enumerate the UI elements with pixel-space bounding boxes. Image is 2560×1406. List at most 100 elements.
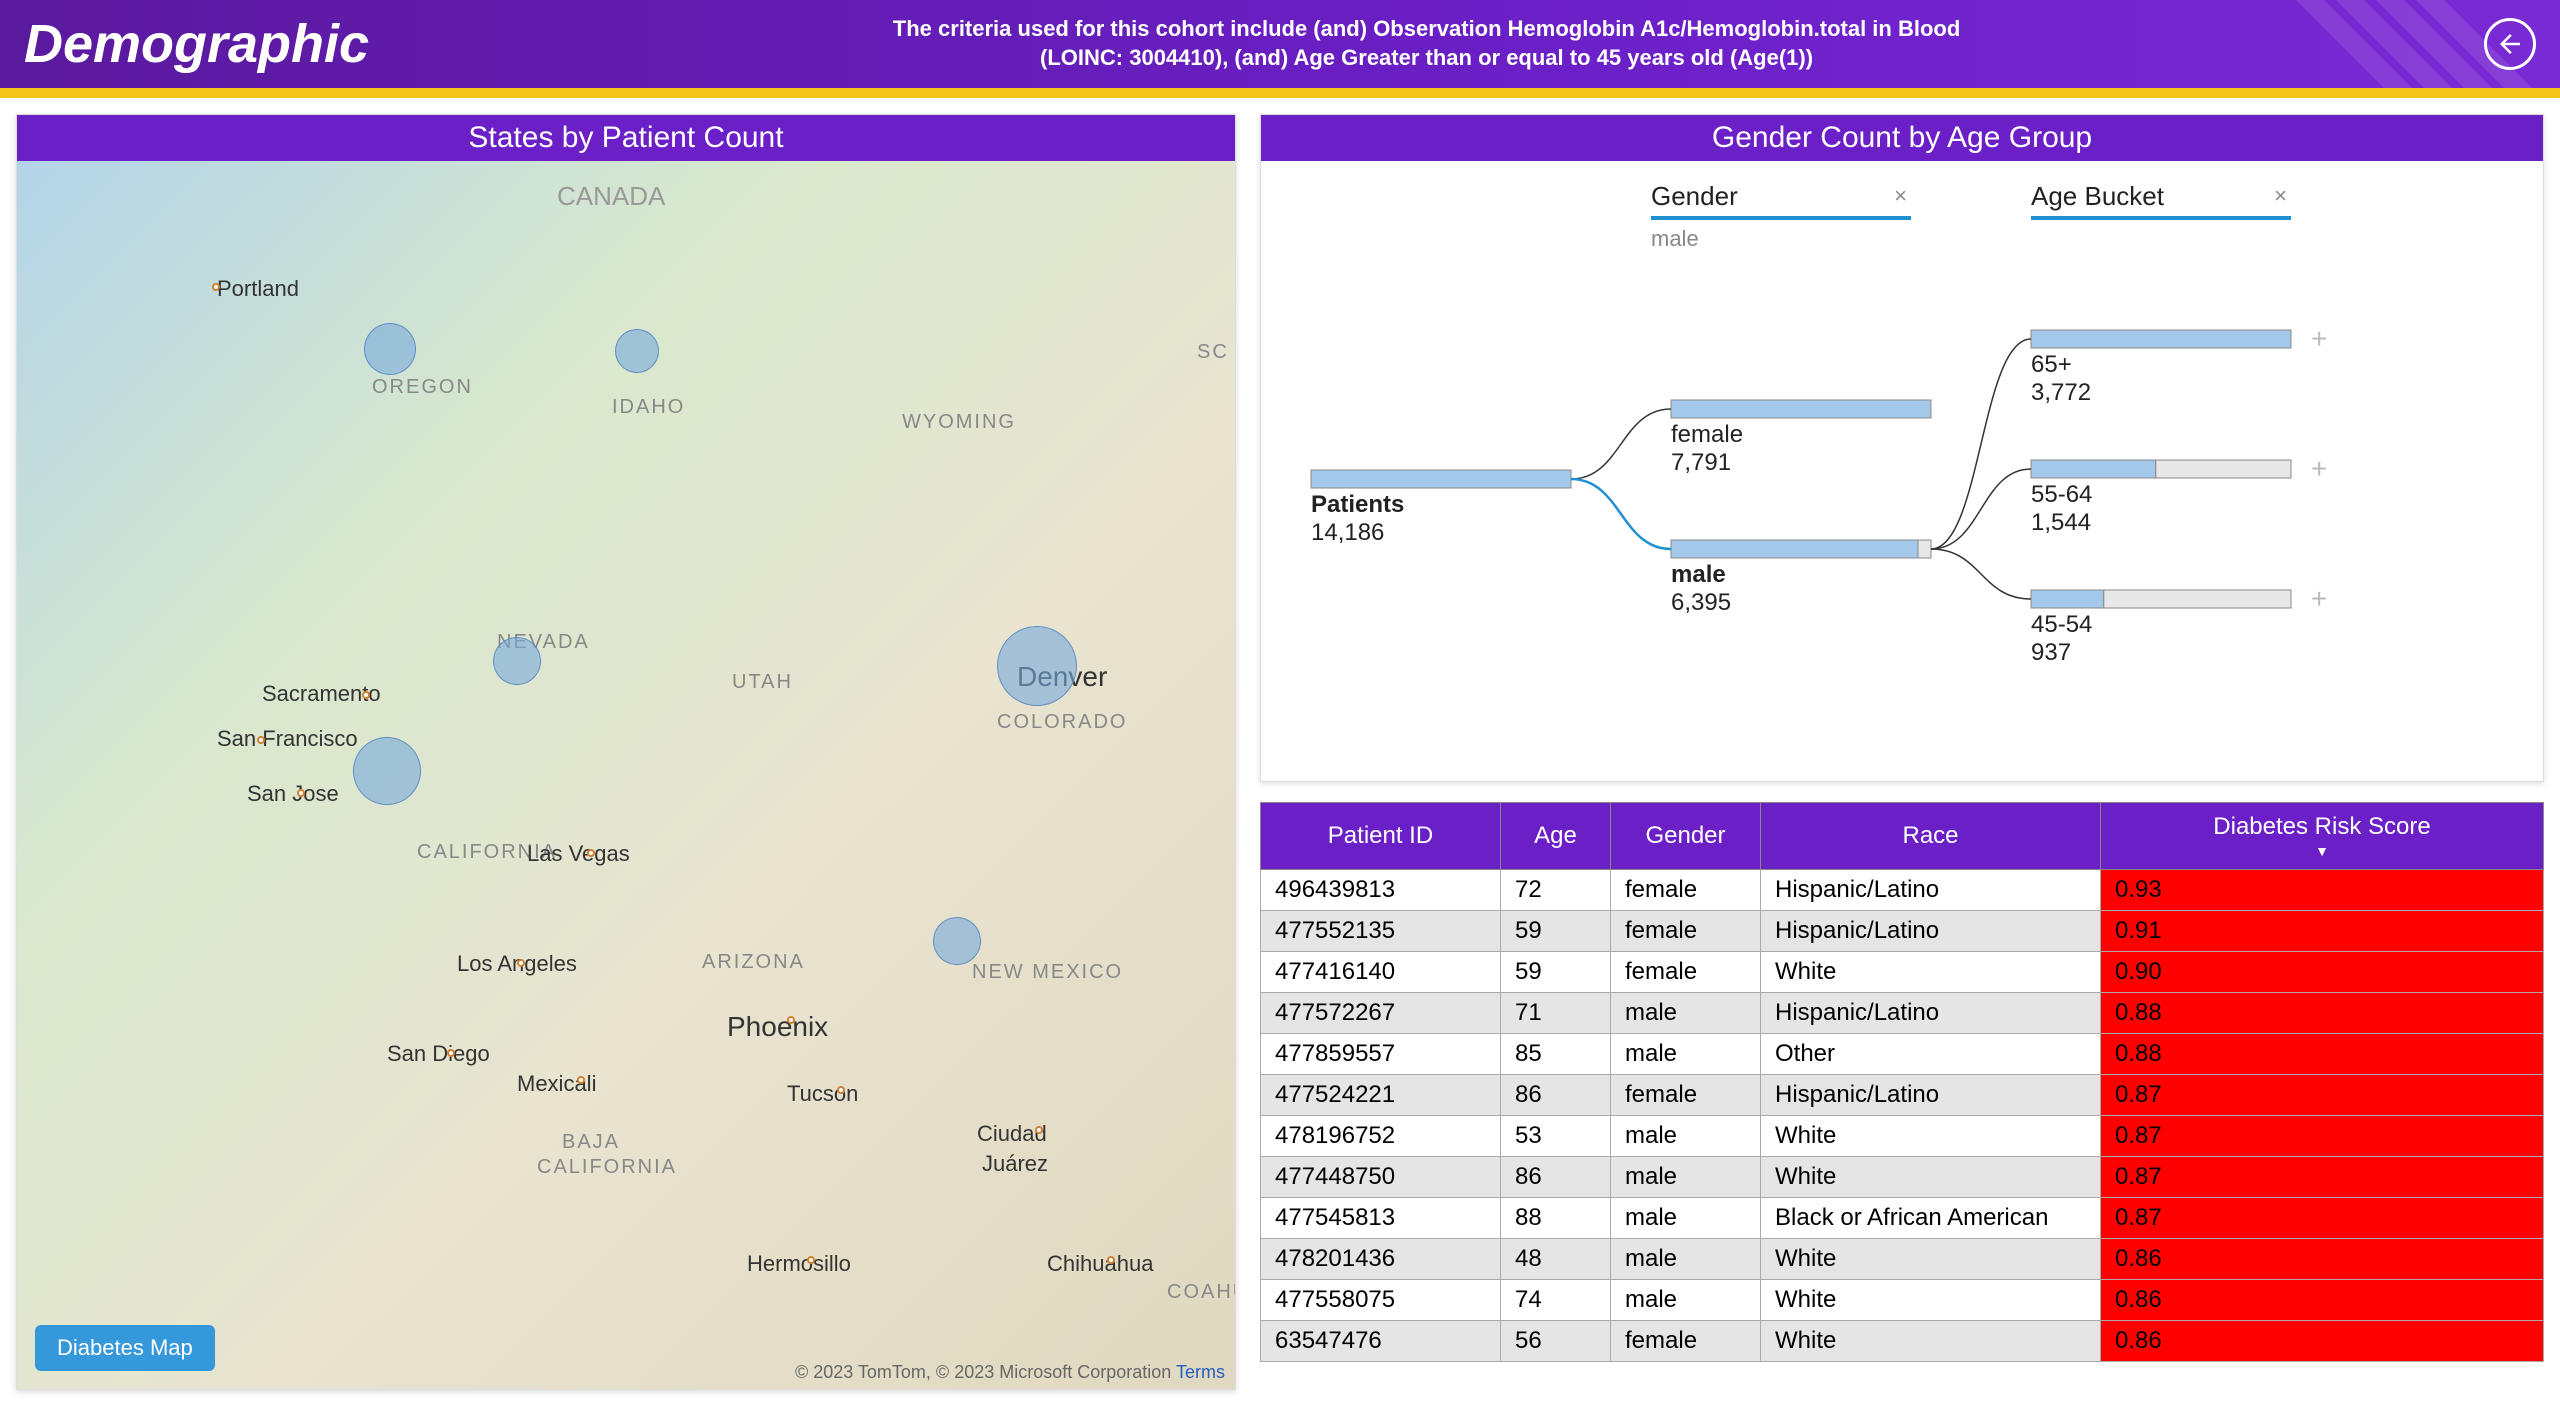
- city-dot: [807, 1256, 815, 1264]
- column-header[interactable]: Age: [1501, 803, 1611, 870]
- cell-gender: male: [1611, 1116, 1761, 1157]
- column-header[interactable]: Diabetes Risk Score: [2101, 803, 2544, 870]
- table-row[interactable]: 47755807574maleWhite0.86: [1261, 1280, 2544, 1321]
- back-button[interactable]: [2484, 18, 2536, 70]
- sankey-chart[interactable]: Patients14,186female7,791male6,39565+3,7…: [1291, 260, 2513, 720]
- attrib-text: © 2023 TomTom, © 2023 Microsoft Corporat…: [795, 1362, 1171, 1382]
- map-bubble[interactable]: [615, 329, 659, 373]
- table-row[interactable]: 47744875086maleWhite0.87: [1261, 1157, 2544, 1198]
- column-header[interactable]: Patient ID: [1261, 803, 1501, 870]
- table-row[interactable]: 47820143648maleWhite0.86: [1261, 1239, 2544, 1280]
- cell-id: 478196752: [1261, 1116, 1501, 1157]
- city-dot: [1107, 1256, 1115, 1264]
- breadcrumb-sub: male: [1651, 226, 1911, 252]
- table-row[interactable]: 47752422186femaleHispanic/Latino0.87: [1261, 1075, 2544, 1116]
- table-row[interactable]: 47754581388maleBlack or African American…: [1261, 1198, 2544, 1239]
- cell-gender: male: [1611, 1280, 1761, 1321]
- map-bubble[interactable]: [493, 637, 541, 685]
- close-icon[interactable]: ×: [1894, 183, 1907, 209]
- city-dot: [587, 849, 595, 857]
- cell-score: 0.87: [2101, 1198, 2544, 1239]
- cell-race: Hispanic/Latino: [1761, 1075, 2101, 1116]
- cell-age: 48: [1501, 1239, 1611, 1280]
- map-label: COLORADO: [997, 711, 1127, 734]
- city-dot: [787, 1016, 795, 1024]
- sankey-panel: Gender Count by Age Group Gender×maleAge…: [1260, 114, 2544, 782]
- table-row[interactable]: 47819675253maleWhite0.87: [1261, 1116, 2544, 1157]
- map-canvas[interactable]: Diabetes Map © 2023 TomTom, © 2023 Micro…: [17, 161, 1235, 1389]
- page-title: Demographic: [24, 13, 369, 75]
- cell-age: 88: [1501, 1198, 1611, 1239]
- map-bubble[interactable]: [933, 917, 981, 965]
- table-header-row: Patient IDAgeGenderRaceDiabetes Risk Sco…: [1261, 803, 2544, 870]
- cell-gender: female: [1611, 1075, 1761, 1116]
- city-dot: [212, 283, 220, 291]
- map-label: BAJA: [562, 1131, 620, 1154]
- left-column: States by Patient Count Diabetes Map © 2…: [16, 114, 1236, 1390]
- cell-age: 71: [1501, 993, 1611, 1034]
- cell-score: 0.90: [2101, 952, 2544, 993]
- city-dot: [362, 691, 370, 699]
- city-dot: [577, 1076, 585, 1084]
- expand-icon[interactable]: +: [2311, 323, 2327, 354]
- table-row[interactable]: 47755213559femaleHispanic/Latino0.91: [1261, 911, 2544, 952]
- map-label: WYOMING: [902, 411, 1016, 434]
- map-label: NEW MEXICO: [972, 961, 1123, 984]
- map-label: UTAH: [732, 671, 793, 694]
- map-label: San Jose: [247, 781, 339, 807]
- cell-gender: male: [1611, 1034, 1761, 1075]
- svg-text:65+: 65+: [2031, 351, 2072, 378]
- cell-race: White: [1761, 1321, 2101, 1362]
- map-title: States by Patient Count: [17, 115, 1235, 161]
- page-header: Demographic The criteria used for this c…: [0, 0, 2560, 88]
- cell-gender: male: [1611, 1157, 1761, 1198]
- gold-divider: [0, 88, 2560, 98]
- table-row[interactable]: 47785955785maleOther0.88: [1261, 1034, 2544, 1075]
- cell-age: 86: [1501, 1075, 1611, 1116]
- table-row[interactable]: 6354747656femaleWhite0.86: [1261, 1321, 2544, 1362]
- map-label: Las Vegas: [527, 841, 630, 867]
- city-dot: [257, 736, 265, 744]
- map-attribution: © 2023 TomTom, © 2023 Microsoft Corporat…: [795, 1362, 1225, 1383]
- table-row[interactable]: 47757226771maleHispanic/Latino0.88: [1261, 993, 2544, 1034]
- diabetes-map-button[interactable]: Diabetes Map: [35, 1325, 215, 1371]
- sankey-title: Gender Count by Age Group: [1261, 115, 2543, 161]
- table-row[interactable]: 47741614059femaleWhite0.90: [1261, 952, 2544, 993]
- table-row[interactable]: 49643981372femaleHispanic/Latino0.93: [1261, 870, 2544, 911]
- map-label: Phoenix: [727, 1011, 828, 1043]
- cell-age: 72: [1501, 870, 1611, 911]
- cell-score: 0.87: [2101, 1157, 2544, 1198]
- terms-link[interactable]: Terms: [1176, 1362, 1225, 1382]
- expand-icon[interactable]: +: [2311, 583, 2327, 614]
- svg-text:6,395: 6,395: [1671, 589, 1731, 616]
- map-label: ARIZONA: [702, 951, 805, 974]
- city-dot: [837, 1086, 845, 1094]
- content-area: States by Patient Count Diabetes Map © 2…: [0, 98, 2560, 1406]
- cell-age: 59: [1501, 911, 1611, 952]
- cell-id: 477572267: [1261, 993, 1501, 1034]
- cell-id: 477448750: [1261, 1157, 1501, 1198]
- cell-race: Other: [1761, 1034, 2101, 1075]
- cell-score: 0.86: [2101, 1280, 2544, 1321]
- cell-gender: male: [1611, 1239, 1761, 1280]
- map-bubble[interactable]: [353, 737, 421, 805]
- breadcrumb-item[interactable]: Age Bucket×: [2031, 181, 2291, 252]
- cell-race: Hispanic/Latino: [1761, 870, 2101, 911]
- svg-text:female: female: [1671, 421, 1743, 448]
- close-icon[interactable]: ×: [2274, 183, 2287, 209]
- map-bubble[interactable]: [997, 626, 1077, 706]
- column-header[interactable]: Gender: [1611, 803, 1761, 870]
- map-label: OREGON: [372, 376, 473, 399]
- map-bubble[interactable]: [364, 323, 416, 375]
- subtitle-line1: The criteria used for this cohort includ…: [893, 16, 1960, 41]
- column-header[interactable]: Race: [1761, 803, 2101, 870]
- cell-id: 63547476: [1261, 1321, 1501, 1362]
- map-label: Portland: [217, 276, 299, 302]
- cell-age: 74: [1501, 1280, 1611, 1321]
- expand-icon[interactable]: +: [2311, 453, 2327, 484]
- cell-id: 496439813: [1261, 870, 1501, 911]
- cell-gender: male: [1611, 993, 1761, 1034]
- svg-text:male: male: [1671, 561, 1726, 588]
- risk-table-panel: Patient IDAgeGenderRaceDiabetes Risk Sco…: [1260, 802, 2544, 1390]
- breadcrumb-item[interactable]: Gender×male: [1651, 181, 1911, 252]
